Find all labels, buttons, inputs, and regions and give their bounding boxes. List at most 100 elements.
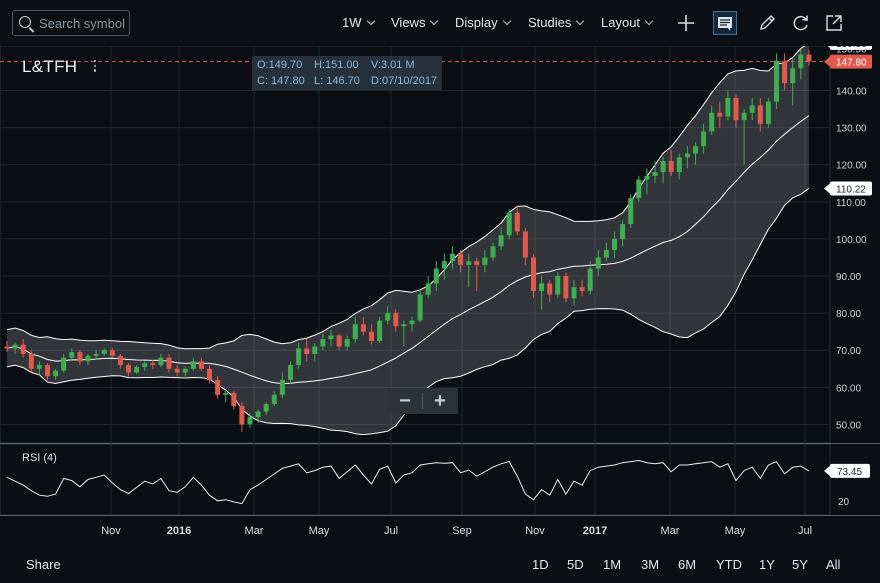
news-icon: [718, 17, 732, 31]
reset-button[interactable]: [790, 12, 812, 34]
candle-body: [514, 212, 520, 232]
candle-body: [579, 287, 585, 291]
candle-body: [344, 339, 350, 347]
candle-body: [668, 161, 674, 173]
candle-body: [312, 346, 318, 354]
candle-body: [458, 253, 464, 265]
y-tick-label: 80.00: [836, 309, 861, 320]
candle-body: [53, 370, 59, 377]
range-1y-button[interactable]: 1Y: [759, 557, 775, 572]
candle-body: [571, 287, 577, 299]
draw-button[interactable]: [756, 12, 778, 34]
zoom-divider: [422, 393, 423, 409]
popout-button[interactable]: [823, 12, 845, 34]
range-5y-button[interactable]: 5Y: [792, 557, 808, 572]
candle-body: [126, 365, 131, 373]
candle-body: [401, 324, 407, 327]
x-tick-label: Sep: [452, 525, 472, 537]
studies-dropdown[interactable]: Studies: [528, 15, 585, 30]
range-3m-button[interactable]: 3M: [641, 557, 660, 572]
range-6m-button[interactable]: 6M: [678, 557, 697, 572]
candle-body: [255, 411, 261, 418]
candle-body: [109, 350, 115, 356]
share-button[interactable]: Share: [26, 557, 61, 572]
bollinger-middle-line: [6, 115, 810, 385]
candle-body: [693, 146, 698, 154]
candle-body: [166, 357, 172, 369]
candle-body: [28, 353, 34, 369]
candle-body: [806, 54, 812, 62]
range-ytd-button[interactable]: YTD: [716, 557, 742, 572]
candle-body: [684, 153, 690, 158]
x-tick-label: 2017: [583, 525, 607, 537]
y-tick-label: 50.00: [836, 420, 861, 431]
candle-body: [450, 253, 455, 262]
chevron-down-icon: [366, 16, 375, 26]
last-price-tag-bg: [830, 54, 872, 69]
range-1d-button[interactable]: 1D: [532, 557, 549, 572]
y-tick-label: 110.00: [836, 198, 866, 209]
partial-price-tag: 150.50: [836, 45, 867, 56]
search-icon: [19, 16, 31, 28]
candle-body: [385, 313, 391, 321]
candle-body: [539, 283, 545, 291]
chevron-down-icon: [502, 16, 511, 26]
rsi-study-label[interactable]: RSI (4): [22, 452, 57, 464]
candle-body: [474, 261, 480, 265]
candle-body: [790, 68, 796, 84]
reset-icon: [793, 15, 808, 31]
ohlc-close: C: 147.80: [257, 75, 305, 87]
candle-body: [717, 112, 723, 117]
layout-dropdown[interactable]: Layout: [601, 15, 654, 30]
candle-body: [490, 246, 496, 258]
candle-body: [676, 157, 682, 173]
studies-label: Studies: [528, 15, 572, 30]
range-1m-button[interactable]: 1M: [603, 557, 622, 572]
candle-body: [239, 405, 245, 425]
ohlc-high: H:151.00: [314, 59, 359, 71]
y-tick-label: 60.00: [836, 383, 861, 394]
candle-body: [207, 368, 212, 380]
candle-body: [352, 324, 358, 340]
candle-body: [587, 268, 593, 291]
layout-label: Layout: [601, 15, 641, 30]
x-tick-label: May: [725, 525, 746, 537]
x-tick-label: Mar: [661, 525, 680, 537]
candle-body: [36, 365, 42, 369]
range-all-button[interactable]: All: [826, 557, 841, 572]
symbol-search[interactable]: [12, 10, 130, 36]
candle-body: [425, 283, 431, 295]
candle-body: [296, 348, 302, 366]
candle-body: [4, 346, 10, 349]
chevron-down-icon: [576, 16, 585, 26]
candle-body: [304, 348, 310, 354]
zoom-out-button[interactable]: −: [399, 390, 411, 412]
views-dropdown[interactable]: Views: [391, 15, 439, 30]
interval-dropdown[interactable]: 1W: [342, 15, 375, 30]
candle-body: [506, 212, 512, 236]
bollinger-band-fill: [7, 42, 809, 435]
range-5d-button[interactable]: 5D: [567, 557, 584, 572]
more-options-icon[interactable]: [92, 58, 98, 76]
candle-body: [279, 379, 285, 395]
plus-icon: [678, 15, 694, 31]
news-button[interactable]: [713, 11, 737, 35]
y-tick-label: 70.00: [836, 346, 861, 357]
y-tick-label: 90.00: [836, 272, 861, 283]
candle-body: [749, 105, 755, 113]
candle-body: [101, 350, 107, 354]
add-comparison-button[interactable]: [675, 12, 697, 34]
search-input[interactable]: [39, 14, 127, 32]
candle-body: [603, 250, 609, 258]
candle-body: [142, 363, 148, 367]
candle-body: [247, 417, 253, 425]
candle-body: [628, 198, 634, 225]
display-dropdown[interactable]: Display: [455, 15, 511, 30]
candle-body: [482, 257, 488, 265]
zoom-in-button[interactable]: +: [434, 390, 446, 412]
candle-body: [190, 361, 196, 369]
candle-body: [531, 257, 536, 291]
candle-body: [765, 101, 771, 124]
candle-body: [117, 355, 123, 366]
